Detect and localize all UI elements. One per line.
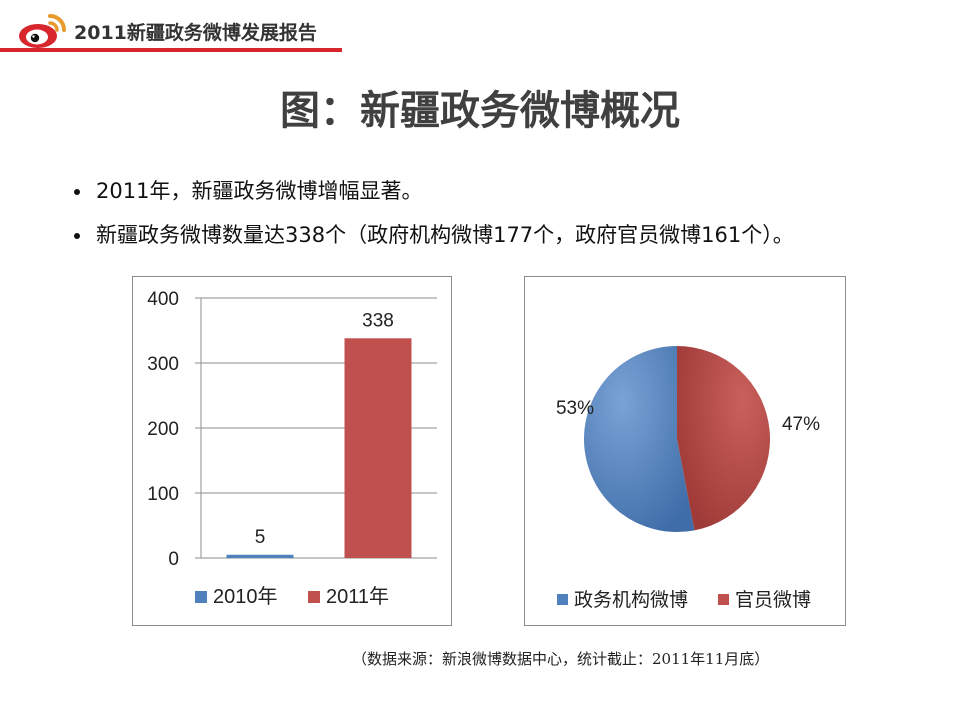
bullet-list: 2011年，新疆政务微博增幅显著。 新疆政务微博数量达338个（政府机构微博17… [74, 176, 794, 264]
bar [226, 554, 294, 558]
legend-label: 2010年 [213, 585, 278, 608]
pie-slice [677, 346, 770, 531]
legend-swatch [557, 594, 568, 605]
y-tick-label: 100 [147, 484, 179, 505]
bullet-dot-icon [74, 189, 80, 195]
report-header-title: 2011新疆政务微博发展报告 [74, 22, 317, 44]
legend-label: 2011年 [326, 585, 389, 608]
y-tick-label: 0 [168, 549, 179, 570]
legend-label: 官员微博 [735, 589, 811, 611]
legend-swatch [718, 594, 729, 605]
report-header: 2011新疆政务微博发展报告 [0, 0, 960, 52]
legend-swatch [308, 591, 320, 603]
bullet-text: 新疆政务微博数量达338个（政府机构微博177个，政府官员微博161个）。 [96, 223, 794, 247]
bullet-item: 2011年，新疆政务微博增幅显著。 [74, 176, 794, 220]
bar [344, 338, 412, 558]
legend-swatch [195, 591, 207, 603]
y-tick-label: 200 [147, 419, 179, 440]
y-tick-label: 300 [147, 354, 179, 375]
bar-chart-panel: 0 100 200 300 400 5 338 2010年 2011年 [132, 276, 452, 626]
bullet-item: 新疆政务微博数量达338个（政府机构微博177个，政府官员微博161个）。 [74, 220, 794, 264]
weibo-logo-icon [19, 14, 66, 48]
pie-percent-label: 47% [782, 414, 820, 435]
data-label: 338 [362, 310, 394, 331]
data-label: 5 [255, 527, 266, 548]
pie-chart: 53% 47% 政务机构微博 官员微博 [556, 346, 820, 611]
header-divider [0, 48, 342, 52]
legend-label: 政务机构微博 [574, 589, 688, 611]
page-title: 图：新疆政务微博概况 [280, 88, 680, 134]
bullet-text: 2011年，新疆政务微博增幅显著。 [96, 179, 423, 203]
y-tick-label: 400 [147, 289, 179, 310]
bar-chart: 0 100 200 300 400 5 338 2010年 2011年 [147, 289, 437, 608]
pie-percent-label: 53% [556, 398, 594, 419]
source-note: （数据来源：新浪微博数据中心，统计截止：2011年11月底） [352, 650, 770, 668]
pie-chart-panel: 53% 47% 政务机构微博 官员微博 [524, 276, 846, 626]
pie-slice [584, 346, 695, 532]
bullet-dot-icon [74, 233, 80, 239]
